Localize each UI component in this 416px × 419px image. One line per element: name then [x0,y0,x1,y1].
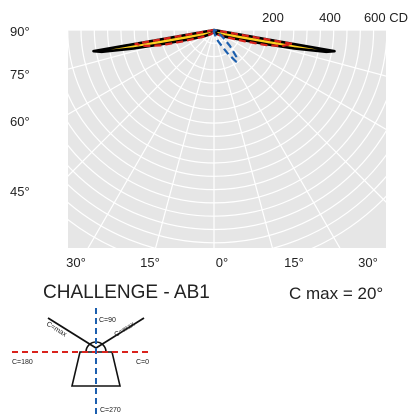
grid-spoke [213,30,386,203]
chart-panel [68,30,386,248]
angle-label-bottom: 30° [358,255,378,270]
grid-spoke [154,30,215,248]
polar-intensity-chart: 200 400 600 CD 90° 75° 60° 45° 30° 15° 0° 15° 30° [10,10,408,270]
c180-text: C=180 [12,359,33,366]
angle-label-left: 90° [10,24,30,39]
intensity-tick-label: 200 [262,10,284,25]
grid-spoke [213,30,386,130]
intensity-curves [92,28,336,63]
grid-spoke [213,30,341,248]
c90-text: C=90 [99,317,116,324]
angle-label-left: 75° [10,67,30,82]
intensity-tick-label: 400 [319,10,341,25]
axis-labels: 200 400 600 CD 90° 75° 60° 45° 30° 15° 0° 15° 30° [10,10,408,270]
grid-spoke [68,30,215,115]
angle-label-bottom: 15° [140,255,160,270]
c-plane-diagram: C=max C=max C=90 C=180 C=0 C=270 [12,308,150,414]
angle-label-left: 45° [10,184,30,199]
c-max-right-line [95,317,145,349]
c-max-right-text: C=max [113,321,136,339]
c-max-left-line [47,317,97,349]
c-max-label: C max = 20° [289,284,384,303]
luminaire-outline [70,351,122,387]
grid-spoke [87,30,215,248]
series-curve-3 [212,28,238,63]
angle-label-bottom: 15° [284,255,304,270]
c0-text: C=0 [136,359,149,366]
angle-label-bottom: 0° [216,255,228,270]
chart-title: CHALLENGE - AB1 [43,282,210,303]
intensity-tick-label: 600 CD [364,10,408,25]
grid-spoke [213,30,274,248]
angle-label-left: 60° [10,114,30,129]
grid-spoke [68,30,215,177]
c270-text: C=270 [100,407,121,414]
angle-label-bottom: 30° [66,255,86,270]
polar-grid [68,30,386,248]
